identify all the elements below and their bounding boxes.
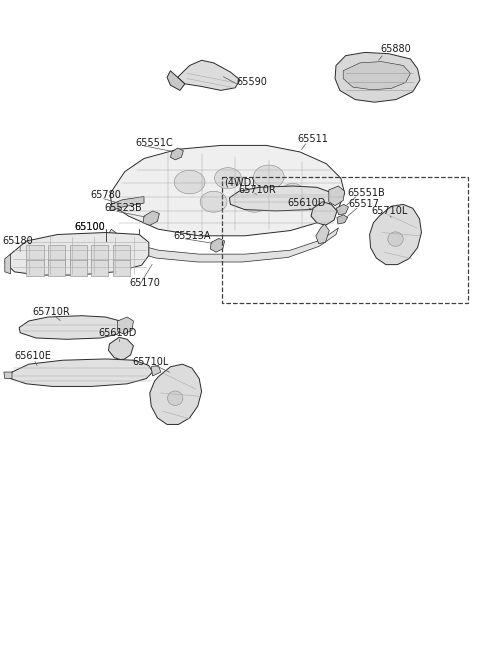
Polygon shape (11, 359, 153, 386)
Bar (113, 245, 130, 265)
Text: 65710L: 65710L (132, 356, 168, 367)
Text: 65511: 65511 (298, 134, 328, 144)
Bar (222, 177, 468, 303)
Ellipse shape (388, 232, 403, 246)
Polygon shape (5, 233, 149, 275)
Bar (113, 260, 130, 276)
Polygon shape (337, 215, 348, 224)
Ellipse shape (168, 391, 183, 405)
Polygon shape (108, 228, 338, 262)
Text: (4WD): (4WD) (224, 177, 255, 187)
Text: 65551C: 65551C (135, 138, 173, 148)
Polygon shape (151, 365, 161, 376)
Polygon shape (178, 60, 240, 90)
Text: 65523B: 65523B (105, 203, 143, 214)
Text: 65180: 65180 (2, 236, 33, 246)
Polygon shape (110, 196, 144, 211)
Bar (26, 245, 44, 265)
Polygon shape (150, 364, 202, 424)
Polygon shape (19, 316, 122, 339)
Text: 65100: 65100 (74, 221, 105, 232)
Polygon shape (118, 317, 133, 334)
Text: 65590: 65590 (236, 77, 267, 87)
Text: 65517: 65517 (348, 199, 380, 210)
Ellipse shape (215, 168, 241, 189)
Polygon shape (210, 238, 225, 252)
Polygon shape (229, 186, 334, 211)
Ellipse shape (200, 191, 227, 212)
Polygon shape (343, 62, 410, 90)
Text: 65100: 65100 (74, 221, 105, 232)
Polygon shape (114, 359, 127, 379)
Bar (70, 245, 87, 265)
Text: 65610E: 65610E (14, 351, 51, 362)
Ellipse shape (253, 165, 284, 189)
Bar (48, 245, 65, 265)
Polygon shape (329, 186, 345, 206)
Polygon shape (316, 224, 329, 244)
Ellipse shape (174, 170, 205, 194)
Polygon shape (170, 148, 183, 160)
Polygon shape (108, 337, 133, 360)
Text: 65710R: 65710R (33, 307, 71, 317)
Text: 65610D: 65610D (98, 328, 136, 338)
Bar (70, 260, 87, 276)
Polygon shape (370, 204, 421, 265)
Polygon shape (4, 372, 12, 379)
Text: 65780: 65780 (90, 190, 121, 200)
Text: 65513A: 65513A (174, 231, 211, 241)
Bar (91, 260, 108, 276)
Ellipse shape (241, 191, 268, 212)
Polygon shape (167, 71, 185, 90)
Text: 65170: 65170 (130, 278, 160, 288)
Text: 65710L: 65710L (372, 206, 408, 216)
Bar (26, 260, 44, 276)
Bar (48, 260, 65, 276)
Text: 65551B: 65551B (348, 187, 385, 198)
Text: 65880: 65880 (380, 44, 411, 54)
Text: 65610D: 65610D (287, 198, 325, 208)
Polygon shape (5, 254, 11, 274)
Text: 65710R: 65710R (238, 185, 276, 195)
Polygon shape (335, 52, 420, 102)
Bar (91, 245, 108, 265)
Polygon shape (110, 145, 345, 236)
Ellipse shape (281, 183, 305, 203)
Polygon shape (336, 204, 348, 215)
Polygon shape (311, 202, 337, 225)
Polygon shape (143, 211, 159, 225)
